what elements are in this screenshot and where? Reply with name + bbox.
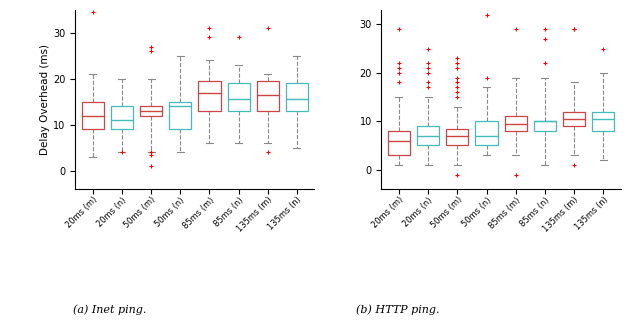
Bar [256, 81, 279, 111]
Bar [505, 116, 527, 131]
Bar [286, 83, 308, 111]
Bar [228, 83, 250, 111]
Bar [446, 128, 468, 145]
Bar [169, 102, 191, 129]
Bar [534, 121, 556, 131]
Bar [82, 102, 104, 129]
Bar [140, 106, 162, 115]
Bar [592, 111, 614, 131]
Bar [563, 111, 585, 126]
Bar [111, 106, 133, 129]
Bar [475, 121, 498, 145]
Text: (a) Inet ping.: (a) Inet ping. [73, 304, 147, 315]
Bar [417, 126, 440, 145]
Bar [198, 81, 221, 111]
Bar [388, 131, 410, 155]
Text: (b) HTTP ping.: (b) HTTP ping. [356, 304, 440, 315]
Y-axis label: Delay Overhead (ms): Delay Overhead (ms) [40, 44, 50, 155]
